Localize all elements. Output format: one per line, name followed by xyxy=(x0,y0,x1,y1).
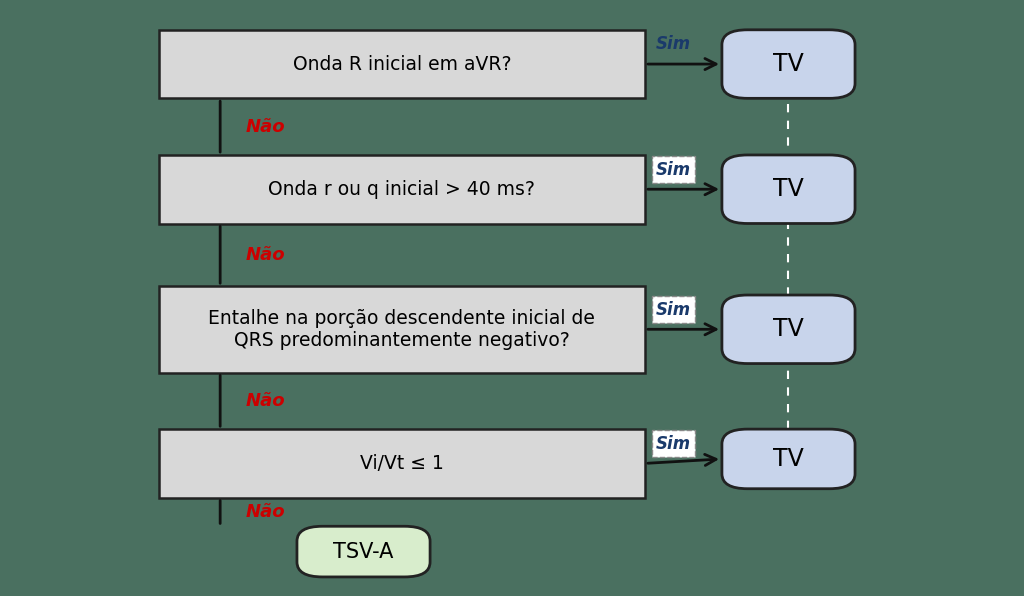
FancyBboxPatch shape xyxy=(722,429,855,489)
Text: Sim: Sim xyxy=(655,300,691,318)
FancyBboxPatch shape xyxy=(722,155,855,224)
FancyBboxPatch shape xyxy=(722,30,855,98)
Text: TV: TV xyxy=(773,177,804,201)
Text: Sim: Sim xyxy=(655,434,691,453)
Text: TV: TV xyxy=(773,447,804,471)
Text: Vi/Vt ≤ 1: Vi/Vt ≤ 1 xyxy=(360,454,443,473)
Text: Não: Não xyxy=(246,117,286,136)
Text: TSV-A: TSV-A xyxy=(334,542,393,561)
FancyBboxPatch shape xyxy=(297,526,430,577)
Text: TV: TV xyxy=(773,52,804,76)
FancyBboxPatch shape xyxy=(159,30,645,98)
FancyBboxPatch shape xyxy=(159,429,645,498)
Text: Não: Não xyxy=(246,246,286,264)
Text: Entalhe na porção descendente inicial de
QRS predominantemente negativo?: Entalhe na porção descendente inicial de… xyxy=(209,309,595,350)
FancyBboxPatch shape xyxy=(722,295,855,364)
Text: Onda R inicial em aVR?: Onda R inicial em aVR? xyxy=(293,55,511,73)
FancyBboxPatch shape xyxy=(159,155,645,224)
Text: Sim: Sim xyxy=(655,35,691,54)
Text: Sim: Sim xyxy=(655,160,691,179)
FancyBboxPatch shape xyxy=(159,286,645,372)
Text: Não: Não xyxy=(246,503,286,521)
Text: Não: Não xyxy=(246,392,286,410)
Text: TV: TV xyxy=(773,317,804,342)
Text: Onda r ou q inicial > 40 ms?: Onda r ou q inicial > 40 ms? xyxy=(268,180,536,198)
